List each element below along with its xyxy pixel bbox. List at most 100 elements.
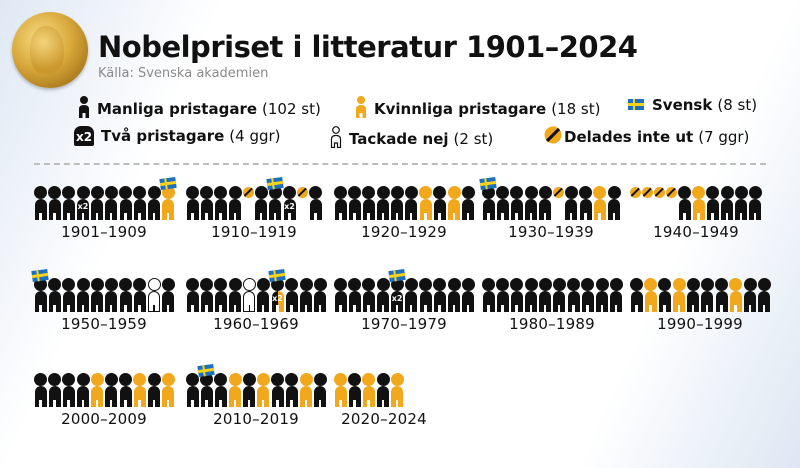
male-laureate-icon	[186, 373, 199, 407]
male-laureate-icon	[147, 186, 161, 220]
male-laureate-icon	[404, 278, 418, 312]
male-laureate-icon: x2	[283, 186, 297, 220]
female-laureate-icon	[90, 373, 104, 407]
male-laureate-icon	[482, 278, 495, 312]
decade-label: 1960–1969	[213, 315, 299, 333]
declined-laureate-icon	[242, 278, 256, 312]
decade-label: 2000–2009	[61, 410, 147, 428]
male-laureate-icon	[48, 278, 62, 312]
male-laureate-icon	[228, 278, 242, 312]
male-laureate-icon	[348, 278, 362, 312]
male-laureate-icon: x2	[76, 186, 90, 220]
male-laureate-icon	[90, 278, 104, 312]
male-laureate-icon	[376, 186, 390, 220]
female-laureate-icon	[158, 176, 177, 220]
male-laureate-icon	[564, 186, 578, 220]
male-laureate-icon	[133, 278, 147, 312]
declined-laureate-icon	[147, 278, 161, 312]
legend-two-label: Två pristagare	[101, 127, 225, 145]
male-laureate-icon	[461, 186, 475, 220]
male-laureate-icon	[104, 186, 118, 220]
decade-group: 1930–1939	[479, 176, 622, 241]
male-laureate-icon	[242, 373, 256, 407]
decade-figures	[479, 176, 622, 220]
nobel-medal-icon	[12, 12, 88, 88]
male-laureate-icon	[748, 186, 762, 220]
male-laureate-icon	[734, 186, 748, 220]
male-laureate-icon	[609, 278, 623, 312]
shared-laureate-icon: x2	[268, 268, 286, 312]
decade-figures	[630, 178, 763, 220]
male-laureate-icon	[34, 373, 47, 407]
male-laureate-icon	[362, 278, 376, 312]
male-laureate-icon	[743, 278, 757, 312]
swedish-flag-icon	[479, 176, 497, 191]
female-laureate-icon	[362, 373, 376, 407]
legend-female-label: Kvinnliga pristagare	[374, 100, 547, 118]
decade-figures: x2	[186, 268, 328, 312]
female-laureate-icon	[419, 186, 433, 220]
decade-figures: x2	[34, 176, 177, 220]
chart-title: Nobelpriset i litteratur 1901–2024	[98, 30, 638, 64]
male-laureate-icon	[720, 186, 734, 220]
decade-group: 1990–1999	[630, 270, 772, 333]
swedish-flag-icon	[628, 99, 645, 111]
not-awarded-icon	[666, 187, 677, 198]
male-laureate-icon	[31, 268, 49, 312]
decade-label: 1980–1989	[509, 315, 595, 333]
male-laureate-icon	[256, 278, 270, 312]
legend-swedish-count: (8 st)	[717, 96, 758, 114]
two-laureates-badge: x2	[391, 294, 403, 303]
not-awarded-icon	[642, 187, 653, 198]
male-laureate-icon	[76, 373, 90, 407]
legend-male-count: (102 st)	[262, 100, 321, 118]
swedish-flag-icon	[31, 268, 49, 283]
male-laureate-icon	[376, 373, 390, 407]
female-laureate-icon	[390, 373, 404, 407]
male-laureate-icon	[200, 186, 214, 220]
declined-figure-icon	[330, 126, 342, 152]
female-laureate-icon	[692, 186, 706, 220]
decade-label: 2010–2019	[213, 410, 299, 428]
decade-figures	[31, 268, 176, 312]
male-laureate-icon	[104, 373, 118, 407]
male-laureate-icon	[119, 278, 133, 312]
divider	[34, 163, 766, 165]
male-laureate-icon	[715, 278, 729, 312]
decade-figures	[630, 270, 772, 312]
male-laureate-icon	[313, 373, 327, 407]
male-laureate-icon	[214, 186, 228, 220]
male-laureate-icon	[496, 186, 510, 220]
decade-group: 1940–1949	[630, 178, 763, 241]
not-awarded-icon	[654, 187, 665, 198]
decade-group: x2 1901–1909	[34, 176, 177, 241]
male-laureate-icon	[630, 278, 643, 312]
legend-swedish: Svensk (8 st)	[628, 96, 757, 114]
male-laureate-icon	[34, 186, 47, 220]
decade-figures	[334, 178, 476, 220]
decade-label: 1990–1999	[657, 315, 743, 333]
male-laureate-icon	[104, 278, 118, 312]
female-laureate-icon	[334, 373, 347, 407]
male-laureate-icon	[658, 278, 672, 312]
male-laureate-icon	[62, 373, 76, 407]
male-laureate-icon	[254, 186, 268, 220]
decade-group: x2 1960–1969	[186, 268, 328, 333]
male-laureate-icon	[228, 186, 242, 220]
male-laureate-icon	[200, 278, 214, 312]
male-laureate-icon	[197, 363, 215, 407]
male-laureate-icon	[285, 373, 299, 407]
decade-group: x2 1910–1919	[186, 176, 324, 241]
male-laureate-icon	[214, 373, 228, 407]
swedish-flag-icon	[268, 268, 286, 283]
legend-declined-count: (2 st)	[453, 130, 494, 148]
two-laureates-badge: x2	[284, 202, 295, 211]
male-laureate-icon	[433, 278, 447, 312]
legend-male: Manliga pristagare (102 st)	[78, 96, 321, 122]
female-laureate-icon	[161, 373, 175, 407]
male-laureate-icon	[309, 186, 323, 220]
male-laureate-icon	[271, 373, 285, 407]
decade-group: 2010–2019	[186, 363, 328, 428]
swedish-flag-icon	[197, 363, 215, 378]
female-laureate-icon	[593, 186, 607, 220]
